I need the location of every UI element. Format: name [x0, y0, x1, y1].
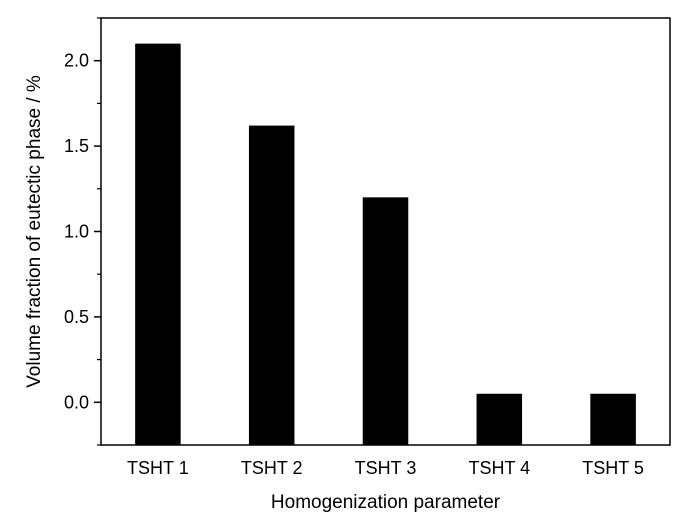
y-tick-label: 0.0 — [64, 392, 89, 412]
x-tick-label: TSHT 1 — [127, 458, 189, 478]
bar-tsht-5 — [590, 393, 636, 445]
y-tick-label: 1.5 — [64, 136, 89, 156]
x-tick-label: TSHT 3 — [355, 458, 417, 478]
x-tick-label: TSHT 4 — [468, 458, 530, 478]
y-tick-label: 0.5 — [64, 307, 89, 327]
y-axis-label: Volume fraction of eutectic phase / % — [24, 75, 45, 388]
x-tick-label: TSHT 2 — [241, 458, 303, 478]
bars-layer — [135, 43, 636, 446]
bar-tsht-3 — [362, 197, 409, 445]
ticks-layer: TSHT 1 TSHT 2 TSHT 3 TSHT 4 TSHT 5 0.0 0.5 1.0 1… — [64, 17, 644, 478]
y-tick-label: 1.0 — [64, 222, 89, 242]
bar-tsht-2 — [248, 125, 295, 445]
x-tick-label: TSHT 5 — [582, 458, 644, 478]
bar-tsht-4 — [476, 393, 523, 445]
x-axis-label: Homogenization parameter — [271, 492, 501, 513]
y-tick-label: 2.0 — [64, 51, 89, 71]
plot-frame — [100, 17, 671, 446]
bar-tsht-1 — [135, 43, 181, 446]
